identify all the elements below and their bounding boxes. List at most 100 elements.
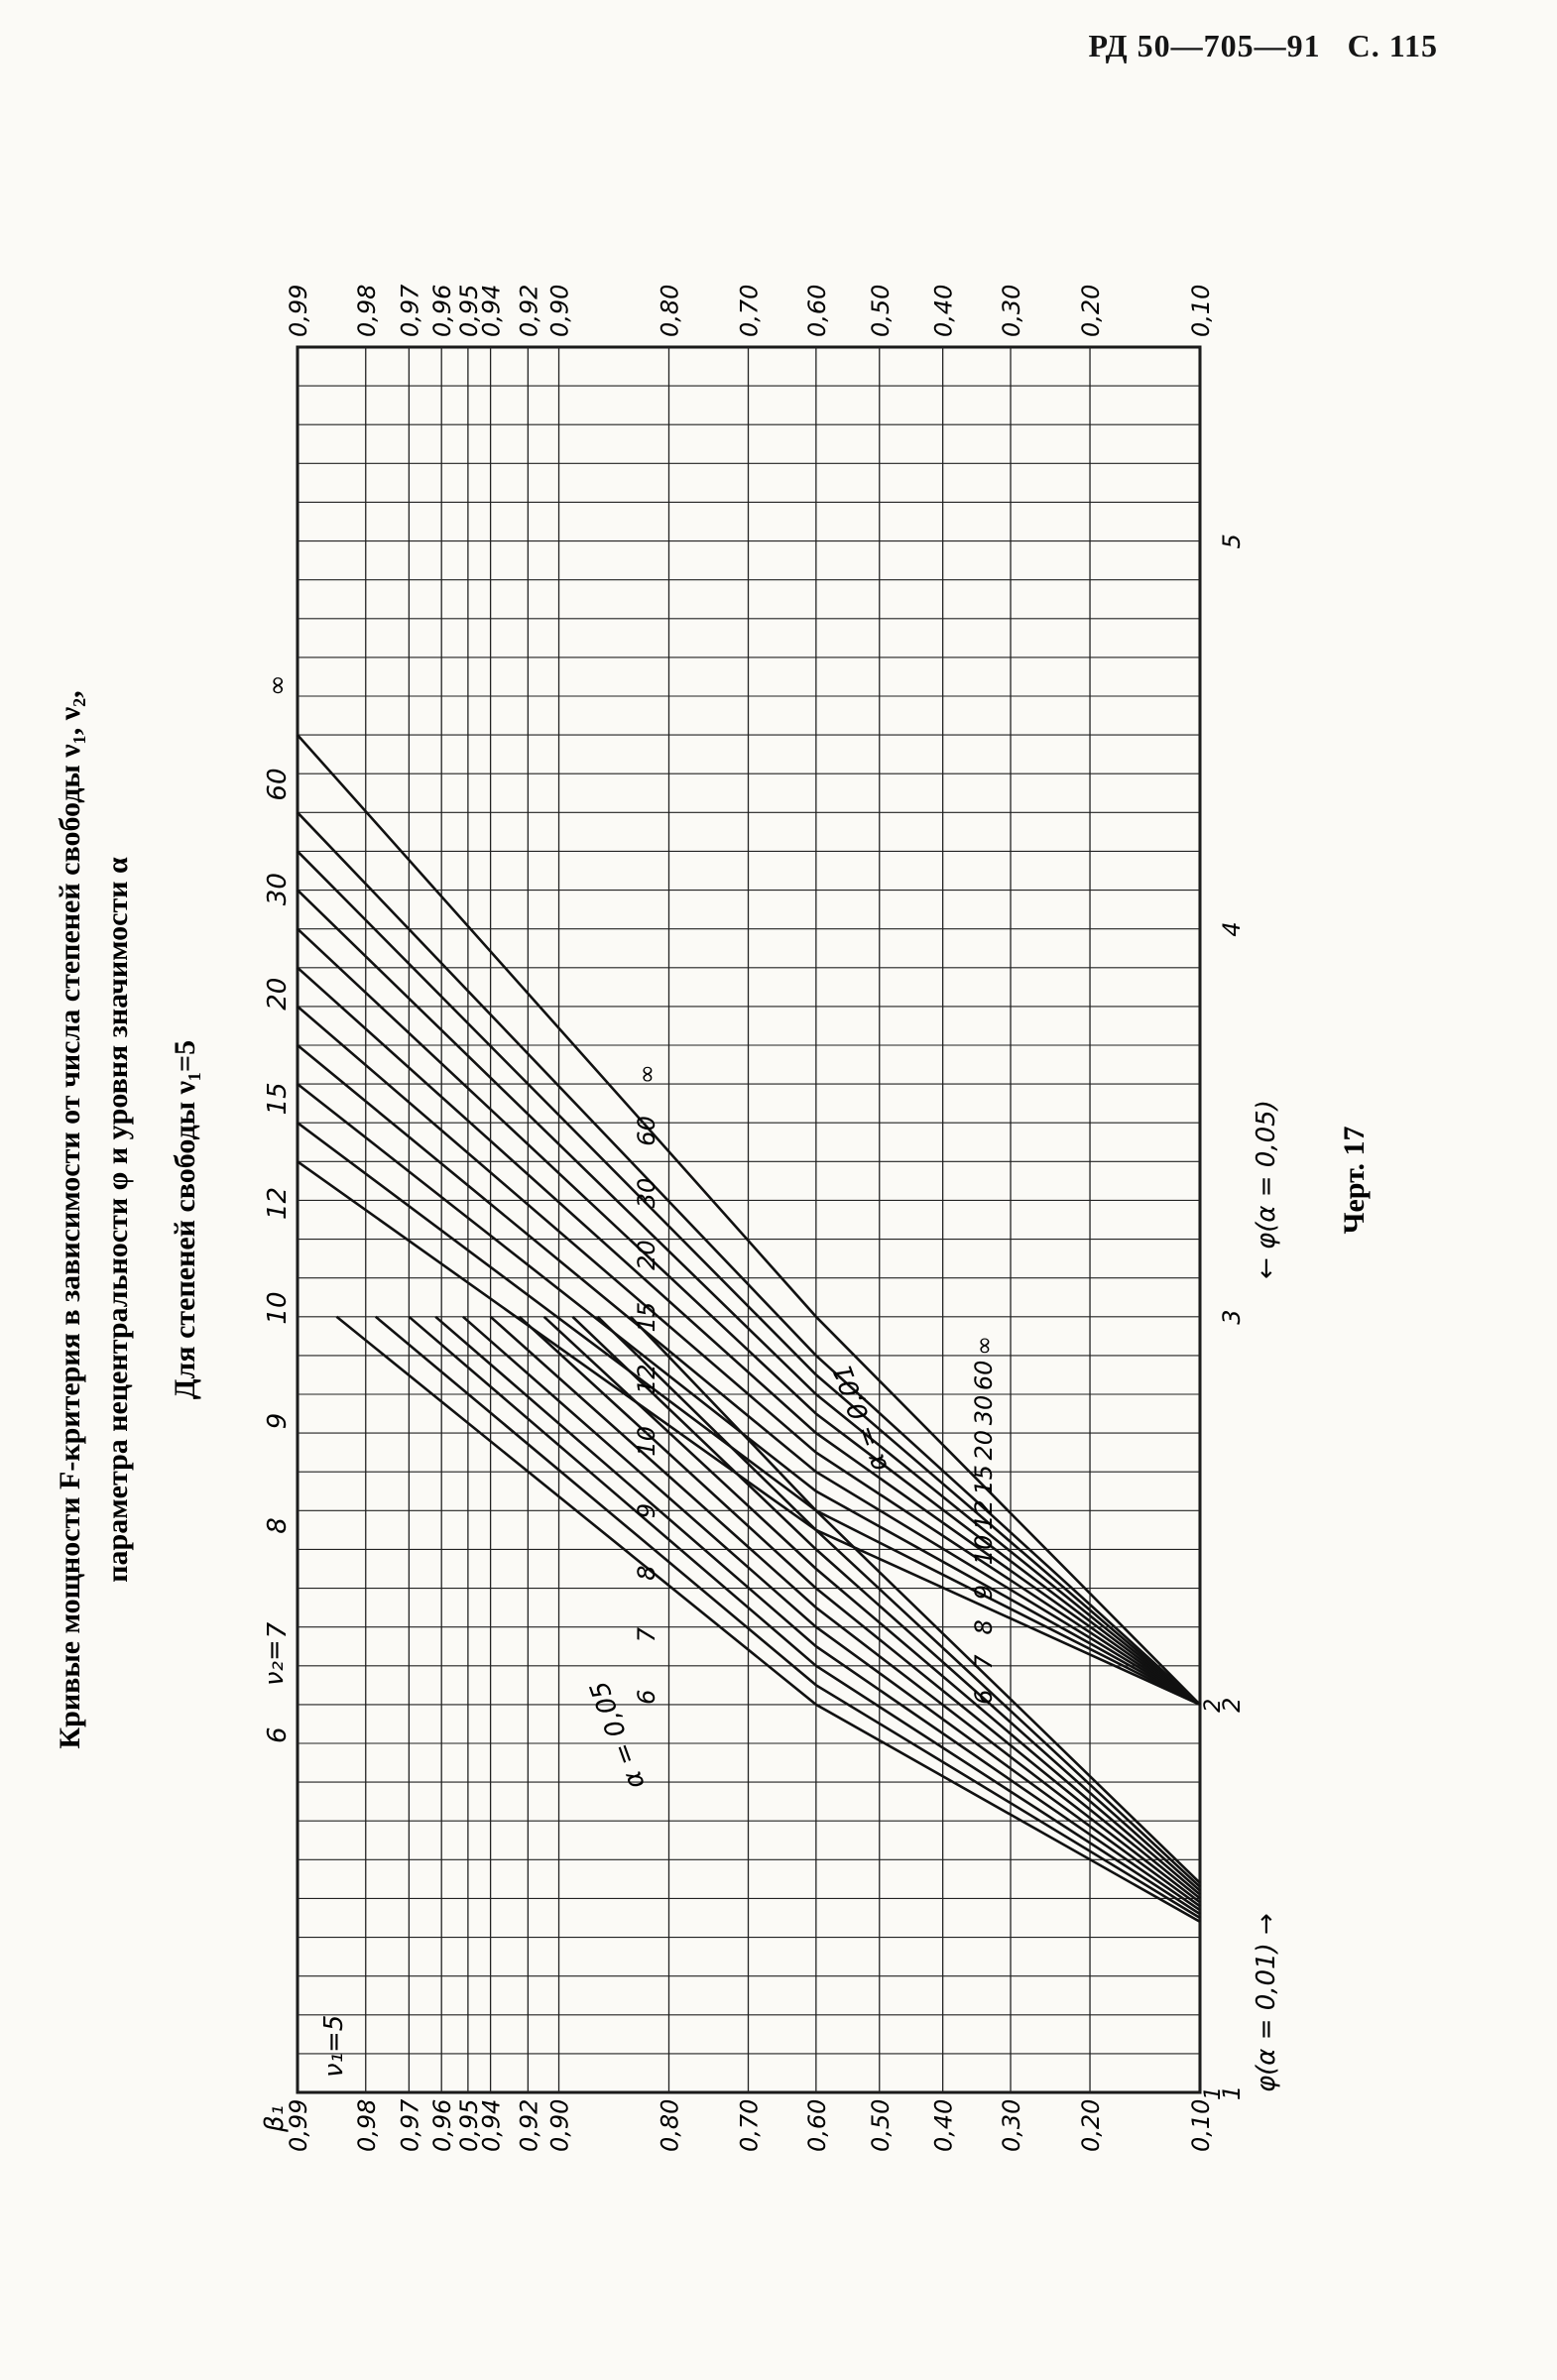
nu2-001-label: 6 <box>970 1690 998 1705</box>
x-axis-001-label: φ(α = 0,01) → <box>1252 1913 1281 2092</box>
nu2-005-label: 20 <box>633 1240 660 1270</box>
nu2-top-label: 20 <box>263 978 293 1011</box>
figure-title-line2: параметра нецентральности φ и уровня зна… <box>101 857 134 1583</box>
power-curve <box>462 1315 1201 1908</box>
nu2-005-label: 9 <box>633 1503 660 1518</box>
figure-title-block: Кривые мощности F-критерия в зависимости… <box>54 690 201 1748</box>
beta-tick-bottom: 0,50 <box>867 2099 895 2152</box>
beta-tick-bottom: 0,20 <box>1077 2099 1105 2152</box>
nu2-005-label: ∞ <box>633 1064 660 1084</box>
beta-tick-top: 0,80 <box>656 285 683 337</box>
phi-001-tick: 2 <box>1201 1699 1226 1713</box>
nu2-005-label: 30 <box>633 1178 660 1209</box>
nu2-top-label: 6 <box>263 1726 293 1743</box>
nu2-005-label: 6 <box>633 1690 660 1705</box>
beta-tick-top: 0,97 <box>396 284 423 337</box>
nu2-top-label: 30 <box>263 873 293 905</box>
nu2-top-label: 10 <box>263 1292 293 1325</box>
power-curve <box>335 1315 1201 1924</box>
nu2-top-label: 9 <box>263 1413 293 1430</box>
beta-tick-top: 0,60 <box>803 285 831 337</box>
beta-tick-bottom: 0,70 <box>735 2099 763 2152</box>
power-curve <box>297 1005 1201 1706</box>
beta-tick-bottom: 0,60 <box>803 2099 831 2152</box>
beta-tick-bottom: 0,30 <box>998 2099 1025 2152</box>
beta-tick-bottom: 0,92 <box>515 2099 542 2152</box>
power-curve <box>297 1122 1201 1707</box>
nu2-001-label: ∞ <box>970 1336 998 1356</box>
nu2-001-label: 7 <box>970 1654 998 1670</box>
beta-tick-bottom: 0,98 <box>353 2099 381 2152</box>
nu2-005-label: 60 <box>633 1116 660 1146</box>
nu2-001-label: 10 <box>970 1535 998 1566</box>
nu2-001-label: 60 <box>970 1361 998 1391</box>
figure-caption: Черт. 17 <box>1338 1126 1371 1234</box>
nu2-001-label: 9 <box>970 1585 998 1600</box>
power-curve <box>518 1315 1201 1900</box>
page-number: С. 115 <box>1347 28 1438 63</box>
power-curve <box>297 966 1201 1706</box>
beta-tick-bottom: 0,95 <box>455 2099 483 2152</box>
power-curve <box>374 1315 1201 1920</box>
grid <box>297 346 1201 2093</box>
nu2-005-label: 7 <box>633 1626 660 1642</box>
doc-number: РД 50—705—91 <box>1088 28 1321 63</box>
curve-labels: ∞ ∞ ∞ 60 60 60 30 30 30 20 20 20 15 15 15 12 12 12 10 10 10 9… <box>263 674 998 1743</box>
nu2-001-label: 8 <box>970 1619 998 1634</box>
phi-005-tick: 2 <box>1218 1698 1246 1713</box>
beta-tick-top: 0,98 <box>353 285 381 337</box>
beta-tick-top: 0,10 <box>1187 285 1215 337</box>
phi-005-tick: 5 <box>1218 534 1246 548</box>
phi-001-tick: 1 <box>1201 2086 1226 2100</box>
nu2-001-label: 20 <box>970 1430 998 1461</box>
page-header: РД 50—705—91 С. 115 <box>1089 28 1438 64</box>
power-curve <box>297 1043 1201 1707</box>
power-curve <box>297 889 1201 1706</box>
power-curve <box>297 1083 1201 1707</box>
power-curve <box>571 1315 1201 1892</box>
nu2-005-label: 8 <box>633 1565 660 1580</box>
nu2-top-label: 15 <box>263 1082 293 1115</box>
beta-tick-top: 0,94 <box>478 285 506 337</box>
power-curve <box>297 811 1201 1706</box>
figure-subtitle: Для степеней свободы ν₁=5 <box>169 1040 201 1399</box>
beta-tick-bottom: 0,96 <box>428 2099 456 2152</box>
beta-tick-bottom: 0,94 <box>478 2099 506 2152</box>
nu1-label: ν₁=5 <box>319 2015 349 2078</box>
phi-005-tick: 3 <box>1218 1309 1246 1324</box>
nu2-label: ν₂= <box>260 1639 290 1686</box>
nu2-001-label: 15 <box>970 1465 998 1495</box>
tick-labels: 0,10 0,10 0,20 0,20 0,30 0,30 0,40 0,40 0,50 0,50… <box>285 284 1246 2152</box>
power-curve <box>297 850 1201 1706</box>
beta-tick-top: 0,90 <box>546 285 574 337</box>
curves <box>297 734 1201 1924</box>
beta-tick-top: 0,20 <box>1077 285 1105 337</box>
nu2-top-label: ∞ <box>263 674 293 696</box>
beta-tick-bottom: 0,40 <box>930 2099 958 2152</box>
beta-tick-top: 0,99 <box>285 285 312 337</box>
power-curve <box>297 927 1201 1706</box>
power-curve <box>297 1160 1201 1707</box>
nu2-top-label: 8 <box>263 1517 293 1534</box>
beta-tick-bottom: 0,99 <box>285 2099 312 2152</box>
nu2-005-label: 12 <box>633 1364 660 1394</box>
nu2-top-label: 7 <box>263 1621 293 1638</box>
power-curve <box>434 1315 1201 1912</box>
nu2-005-label: 15 <box>633 1302 660 1333</box>
x-axis-005-label: ← φ(α = 0,05) <box>1252 1100 1281 1279</box>
nu2-top-label: 12 <box>263 1187 293 1220</box>
nu2-005-label: 10 <box>633 1426 660 1457</box>
beta-tick-bottom: 0,97 <box>396 2098 423 2152</box>
beta-tick-top: 0,70 <box>735 285 763 337</box>
beta-tick-top: 0,30 <box>998 285 1025 337</box>
figure-title-line1: Кривые мощности F-критерия в зависимости… <box>54 690 86 1748</box>
beta-tick-top: 0,96 <box>428 285 456 337</box>
phi-005-tick: 1 <box>1218 2085 1246 2100</box>
power-curve <box>408 1315 1201 1916</box>
beta-tick-top: 0,40 <box>930 285 958 337</box>
beta-tick-bottom: 0,90 <box>546 2099 574 2152</box>
beta-tick-top: 0,92 <box>515 285 542 337</box>
beta-tick-bottom: 0,10 <box>1187 2099 1215 2152</box>
beta-tick-bottom: 0,80 <box>656 2099 683 2152</box>
